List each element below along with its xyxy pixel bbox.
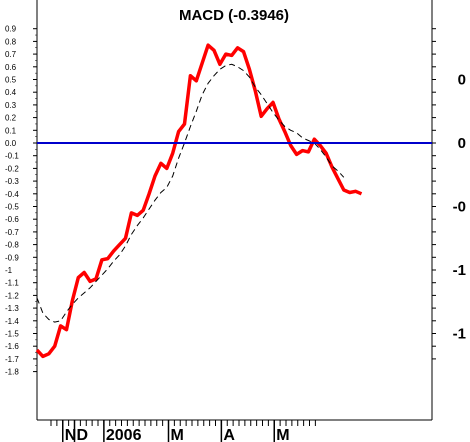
y-tick-label: 0.1 xyxy=(5,126,17,135)
right-axis-label: -0 xyxy=(453,199,466,216)
y-tick-label: -1.5 xyxy=(5,330,19,339)
series-layer xyxy=(35,43,432,359)
right-axis-label: 0 xyxy=(458,135,466,152)
y-tick-label: -0.9 xyxy=(5,253,19,262)
x-tick-label: M xyxy=(276,427,289,442)
y-tick-label: 0.6 xyxy=(5,63,17,72)
right-axis-label: -1 xyxy=(453,326,466,343)
x-axis-ticks: N D 2006 M A M xyxy=(50,420,316,442)
y-tick-label: -0.6 xyxy=(5,215,19,224)
y-tick-label: 0.7 xyxy=(5,50,17,59)
x-tick-label: D xyxy=(77,427,89,442)
macd-line xyxy=(35,43,363,359)
y-tick-label: 0.0 xyxy=(5,139,17,148)
y-tick-label: 0.9 xyxy=(5,25,17,34)
right-axis-label: -1 xyxy=(453,262,466,279)
y-tick-label: -1.7 xyxy=(5,355,19,364)
y-tick-label: -1.8 xyxy=(5,368,19,377)
y-axis-ticks: 0.9 0.8 0.7 0.6 0.5 0.4 0.3 0.2 0.1 0.0 -0.1 -0.2 -0… xyxy=(5,25,466,377)
y-tick-label: 0.8 xyxy=(5,37,17,46)
signal-line xyxy=(36,63,345,323)
y-tick-label: -0.4 xyxy=(5,190,19,199)
y-tick-label: -0.7 xyxy=(5,228,19,237)
y-tick-label: -0.3 xyxy=(5,177,19,186)
y-tick-label: 0.2 xyxy=(5,114,17,123)
y-tick-label: 0.4 xyxy=(5,88,17,97)
y-tick-label: 0.5 xyxy=(5,76,17,85)
y-tick-label: -1.1 xyxy=(5,279,19,288)
chart-axes xyxy=(36,0,433,421)
y-tick-label: -1.4 xyxy=(5,317,19,326)
x-tick-label: 2006 xyxy=(106,427,142,442)
chart-title: MACD (-0.3946) xyxy=(179,7,289,24)
y-tick-label: -1 xyxy=(5,266,13,275)
y-tick-label: -0.5 xyxy=(5,203,19,212)
right-axis-label: 0 xyxy=(458,72,466,89)
y-tick-label: -0.1 xyxy=(5,152,19,161)
x-tick-label: N xyxy=(65,427,77,442)
y-tick-label: -1.6 xyxy=(5,342,19,351)
y-tick-label: -1.3 xyxy=(5,304,19,313)
y-tick-label: -1.2 xyxy=(5,291,19,300)
y-tick-label: -0.2 xyxy=(5,164,19,173)
x-tick-label: A xyxy=(223,427,235,442)
y-tick-label: 0.3 xyxy=(5,101,17,110)
y-tick-label: -0.8 xyxy=(5,241,19,250)
x-tick-label: M xyxy=(171,427,184,442)
